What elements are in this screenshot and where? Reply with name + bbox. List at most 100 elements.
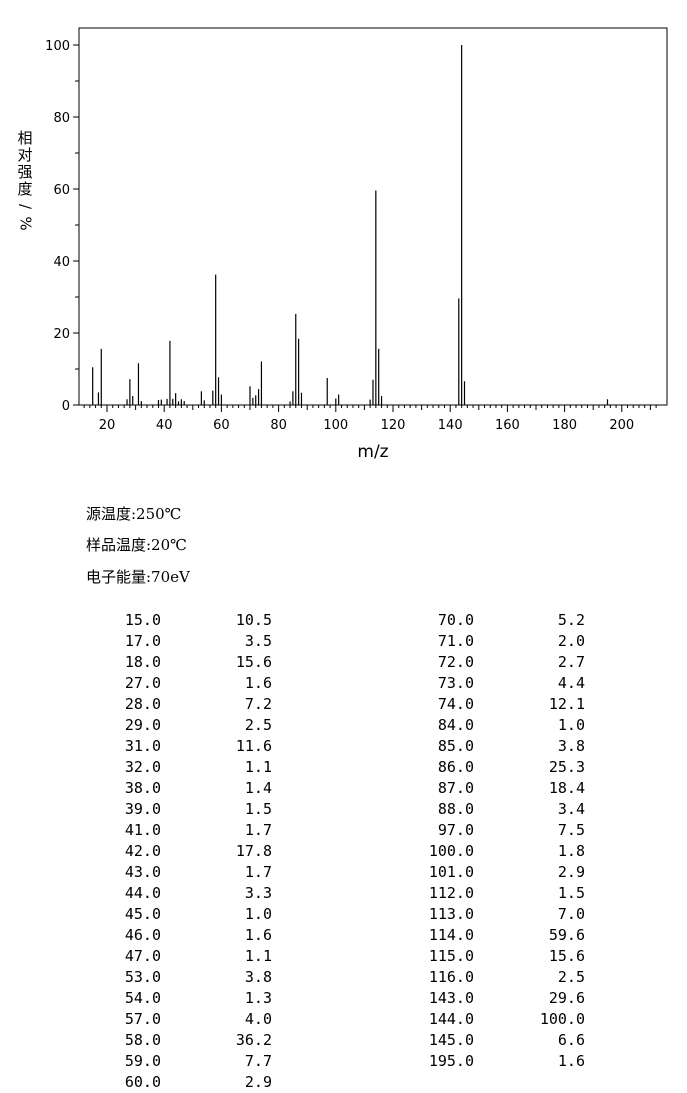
peak-mz: 71.0 [437,632,474,650]
peak-intensity: 5.2 [557,611,585,629]
peak-intensity: 1.1 [244,758,272,776]
x-tick-label: 80 [270,418,287,433]
peak-row: 18.0 15.6 [86,652,272,673]
peak-row: 116.0 2.5 [399,967,585,988]
peak-intensity: 4.4 [557,674,585,692]
peak-mz: 100.0 [428,842,474,860]
peak-intensity: 12.1 [548,695,585,713]
peak-row: 38.0 1.4 [86,778,272,799]
source-temperature: 源温度:250℃ [86,505,182,523]
peak-intensity: 1.0 [557,716,585,734]
peak-mz: 84.0 [437,716,474,734]
peak-row: 27.0 1.6 [86,673,272,694]
peak-mz: 27.0 [124,674,161,692]
peak-row: 115.0 15.6 [399,946,585,967]
peak-mz: 41.0 [124,821,161,839]
peak-row: 144.0 100.0 [399,1009,585,1030]
peak-intensity: 7.5 [557,821,585,839]
peak-row: 74.0 12.1 [399,694,585,715]
peak-mz: 43.0 [124,863,161,881]
peak-mz: 59.0 [124,1052,161,1070]
spectrum-bars [92,45,609,405]
peak-mz: 101.0 [428,863,474,881]
peak-mz: 17.0 [124,632,161,650]
peak-mz: 31.0 [124,737,161,755]
peak-row: 84.0 1.0 [399,715,585,736]
peak-mz: 38.0 [124,779,161,797]
peak-intensity: 15.6 [548,947,585,965]
peak-mz: 45.0 [124,905,161,923]
peak-mz: 15.0 [124,611,161,629]
peak-row: 112.0 1.5 [399,883,585,904]
peak-mz: 28.0 [124,695,161,713]
peak-row: 60.0 2.9 [86,1072,272,1093]
peak-row: 86.0 25.3 [399,757,585,778]
peak-intensity: 2.9 [244,1073,272,1091]
peak-intensity: 1.4 [244,779,272,797]
peak-intensity: 7.2 [244,695,272,713]
peak-mz: 18.0 [124,653,161,671]
peak-intensity: 2.0 [557,632,585,650]
y-tick-label: 40 [53,255,70,270]
peak-row: 70.0 5.2 [399,610,585,631]
peak-row: 29.0 2.5 [86,715,272,736]
peak-intensity: 2.5 [557,968,585,986]
peak-intensity: 2.7 [557,653,585,671]
peak-row: 143.0 29.6 [399,988,585,1009]
peak-mz: 85.0 [437,737,474,755]
peak-intensity: 7.7 [244,1052,272,1070]
peak-intensity: 2.5 [244,716,272,734]
peak-row: 85.0 3.8 [399,736,585,757]
peak-intensity: 29.6 [548,989,585,1007]
peak-row: 87.0 18.4 [399,778,585,799]
peak-intensity: 100.0 [539,1010,585,1028]
plot-frame [78,27,668,406]
x-axis: 20 40 60 80 100 120 140 160 180 200 [83,405,657,433]
peak-mz: 44.0 [124,884,161,902]
peak-intensity: 3.5 [244,632,272,650]
peak-row: 17.0 3.5 [86,631,272,652]
y-axis: 0 20 40 60 80 100 [45,39,79,414]
peak-intensity: 1.0 [244,905,272,923]
peak-row: 72.0 2.7 [399,652,585,673]
y-tick-label: 100 [45,39,70,54]
electron-energy: 电子能量:70eV [86,568,190,586]
peak-row: 114.0 59.6 [399,925,585,946]
peak-intensity: 1.5 [244,800,272,818]
peak-table-right: 70.0 5.2 71.0 2.0 72.0 2.7 73.0 4.4 74.0 12.1 84.0… [399,610,585,1072]
peak-row: 58.0 36.2 [86,1030,272,1051]
peak-intensity: 3.4 [557,800,585,818]
x-tick-label: 160 [495,418,520,433]
peak-mz: 74.0 [437,695,474,713]
peak-mz: 86.0 [437,758,474,776]
peak-intensity: 3.8 [244,968,272,986]
peak-intensity: 1.7 [244,863,272,881]
peak-row: 47.0 1.1 [86,946,272,967]
peak-mz: 29.0 [124,716,161,734]
x-tick-label: 40 [156,418,173,433]
y-tick-label: 60 [53,183,70,198]
peak-intensity: 59.6 [548,926,585,944]
peak-row: 73.0 4.4 [399,673,585,694]
peak-intensity: 11.6 [235,737,272,755]
peak-intensity: 17.8 [235,842,272,860]
peak-row: 45.0 1.0 [86,904,272,925]
peak-mz: 73.0 [437,674,474,692]
sample-temperature: 样品温度:20℃ [86,536,187,554]
peak-intensity: 15.6 [235,653,272,671]
y-axis-label-char: 相 [17,129,33,147]
peak-row: 195.0 1.6 [399,1051,585,1072]
x-tick-label: 140 [438,418,463,433]
x-tick-label: 100 [323,418,348,433]
peak-mz: 39.0 [124,800,161,818]
peak-mz: 143.0 [428,989,474,1007]
peak-mz: 70.0 [437,611,474,629]
peak-row: 39.0 1.5 [86,799,272,820]
peak-row: 42.0 17.8 [86,841,272,862]
peak-mz: 112.0 [428,884,474,902]
y-axis-label: 相对强度 /% [14,130,36,232]
peak-intensity: 2.9 [557,863,585,881]
y-axis-label-char: 度 [17,180,33,198]
peak-row: 113.0 7.0 [399,904,585,925]
